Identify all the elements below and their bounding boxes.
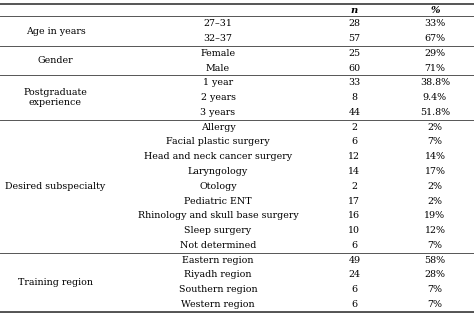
Text: n: n [351, 6, 358, 14]
Text: Pediatric ENT: Pediatric ENT [184, 197, 252, 206]
Text: 57: 57 [348, 34, 360, 43]
Text: 7%: 7% [428, 241, 442, 250]
Text: 71%: 71% [424, 64, 446, 72]
Text: Otology: Otology [199, 182, 237, 191]
Text: 14%: 14% [424, 152, 446, 161]
Text: 12%: 12% [424, 226, 446, 235]
Text: 49: 49 [348, 256, 360, 265]
Text: 2%: 2% [428, 123, 442, 132]
Text: 6: 6 [351, 300, 357, 309]
Text: 60: 60 [348, 64, 360, 72]
Text: Allergy: Allergy [201, 123, 236, 132]
Text: 7%: 7% [428, 300, 442, 309]
Text: 58%: 58% [424, 256, 446, 265]
Text: 12: 12 [348, 152, 360, 161]
Text: 51.8%: 51.8% [420, 108, 450, 117]
Text: Eastern region: Eastern region [182, 256, 254, 265]
Text: Sleep surgery: Sleep surgery [184, 226, 252, 235]
Text: 38.8%: 38.8% [420, 78, 450, 87]
Text: Head and neck cancer surgery: Head and neck cancer surgery [144, 152, 292, 161]
Text: Riyadh region: Riyadh region [184, 270, 252, 279]
Text: 28%: 28% [424, 270, 446, 279]
Text: Gender: Gender [37, 56, 73, 65]
Text: Training region: Training region [18, 278, 93, 287]
Text: 2%: 2% [428, 182, 442, 191]
Text: Not determined: Not determined [180, 241, 256, 250]
Text: 25: 25 [348, 49, 360, 58]
Text: 28: 28 [348, 19, 360, 28]
Text: 2 years: 2 years [201, 93, 236, 102]
Text: %: % [430, 6, 440, 14]
Text: 16: 16 [348, 211, 360, 220]
Text: Age in years: Age in years [26, 27, 85, 36]
Text: 3 years: 3 years [201, 108, 236, 117]
Text: Male: Male [206, 64, 230, 72]
Text: 6: 6 [351, 285, 357, 294]
Text: 1 year: 1 year [203, 78, 233, 87]
Text: 24: 24 [348, 270, 360, 279]
Text: 44: 44 [348, 108, 360, 117]
Text: 2%: 2% [428, 197, 442, 206]
Text: 17: 17 [348, 197, 360, 206]
Text: Laryngology: Laryngology [188, 167, 248, 176]
Text: 67%: 67% [424, 34, 446, 43]
Text: 8: 8 [351, 93, 357, 102]
Text: 2: 2 [351, 182, 357, 191]
Text: 10: 10 [348, 226, 360, 235]
Text: 9.4%: 9.4% [423, 93, 447, 102]
Text: Southern region: Southern region [179, 285, 257, 294]
Text: Female: Female [201, 49, 236, 58]
Text: 19%: 19% [424, 211, 446, 220]
Text: Desired subspecialty: Desired subspecialty [5, 182, 106, 191]
Text: 6: 6 [351, 137, 357, 146]
Text: Postgraduate
experience: Postgraduate experience [24, 88, 87, 107]
Text: 14: 14 [348, 167, 360, 176]
Text: Western region: Western region [181, 300, 255, 309]
Text: 33%: 33% [424, 19, 446, 28]
Text: Rhinology and skull base surgery: Rhinology and skull base surgery [137, 211, 299, 220]
Text: 33: 33 [348, 78, 360, 87]
Text: 17%: 17% [424, 167, 446, 176]
Text: 7%: 7% [428, 285, 442, 294]
Text: 2: 2 [351, 123, 357, 132]
Text: 27–31: 27–31 [204, 19, 232, 28]
Text: 6: 6 [351, 241, 357, 250]
Text: 7%: 7% [428, 137, 442, 146]
Text: Facial plastic surgery: Facial plastic surgery [166, 137, 270, 146]
Text: 32–37: 32–37 [203, 34, 233, 43]
Text: 29%: 29% [424, 49, 446, 58]
